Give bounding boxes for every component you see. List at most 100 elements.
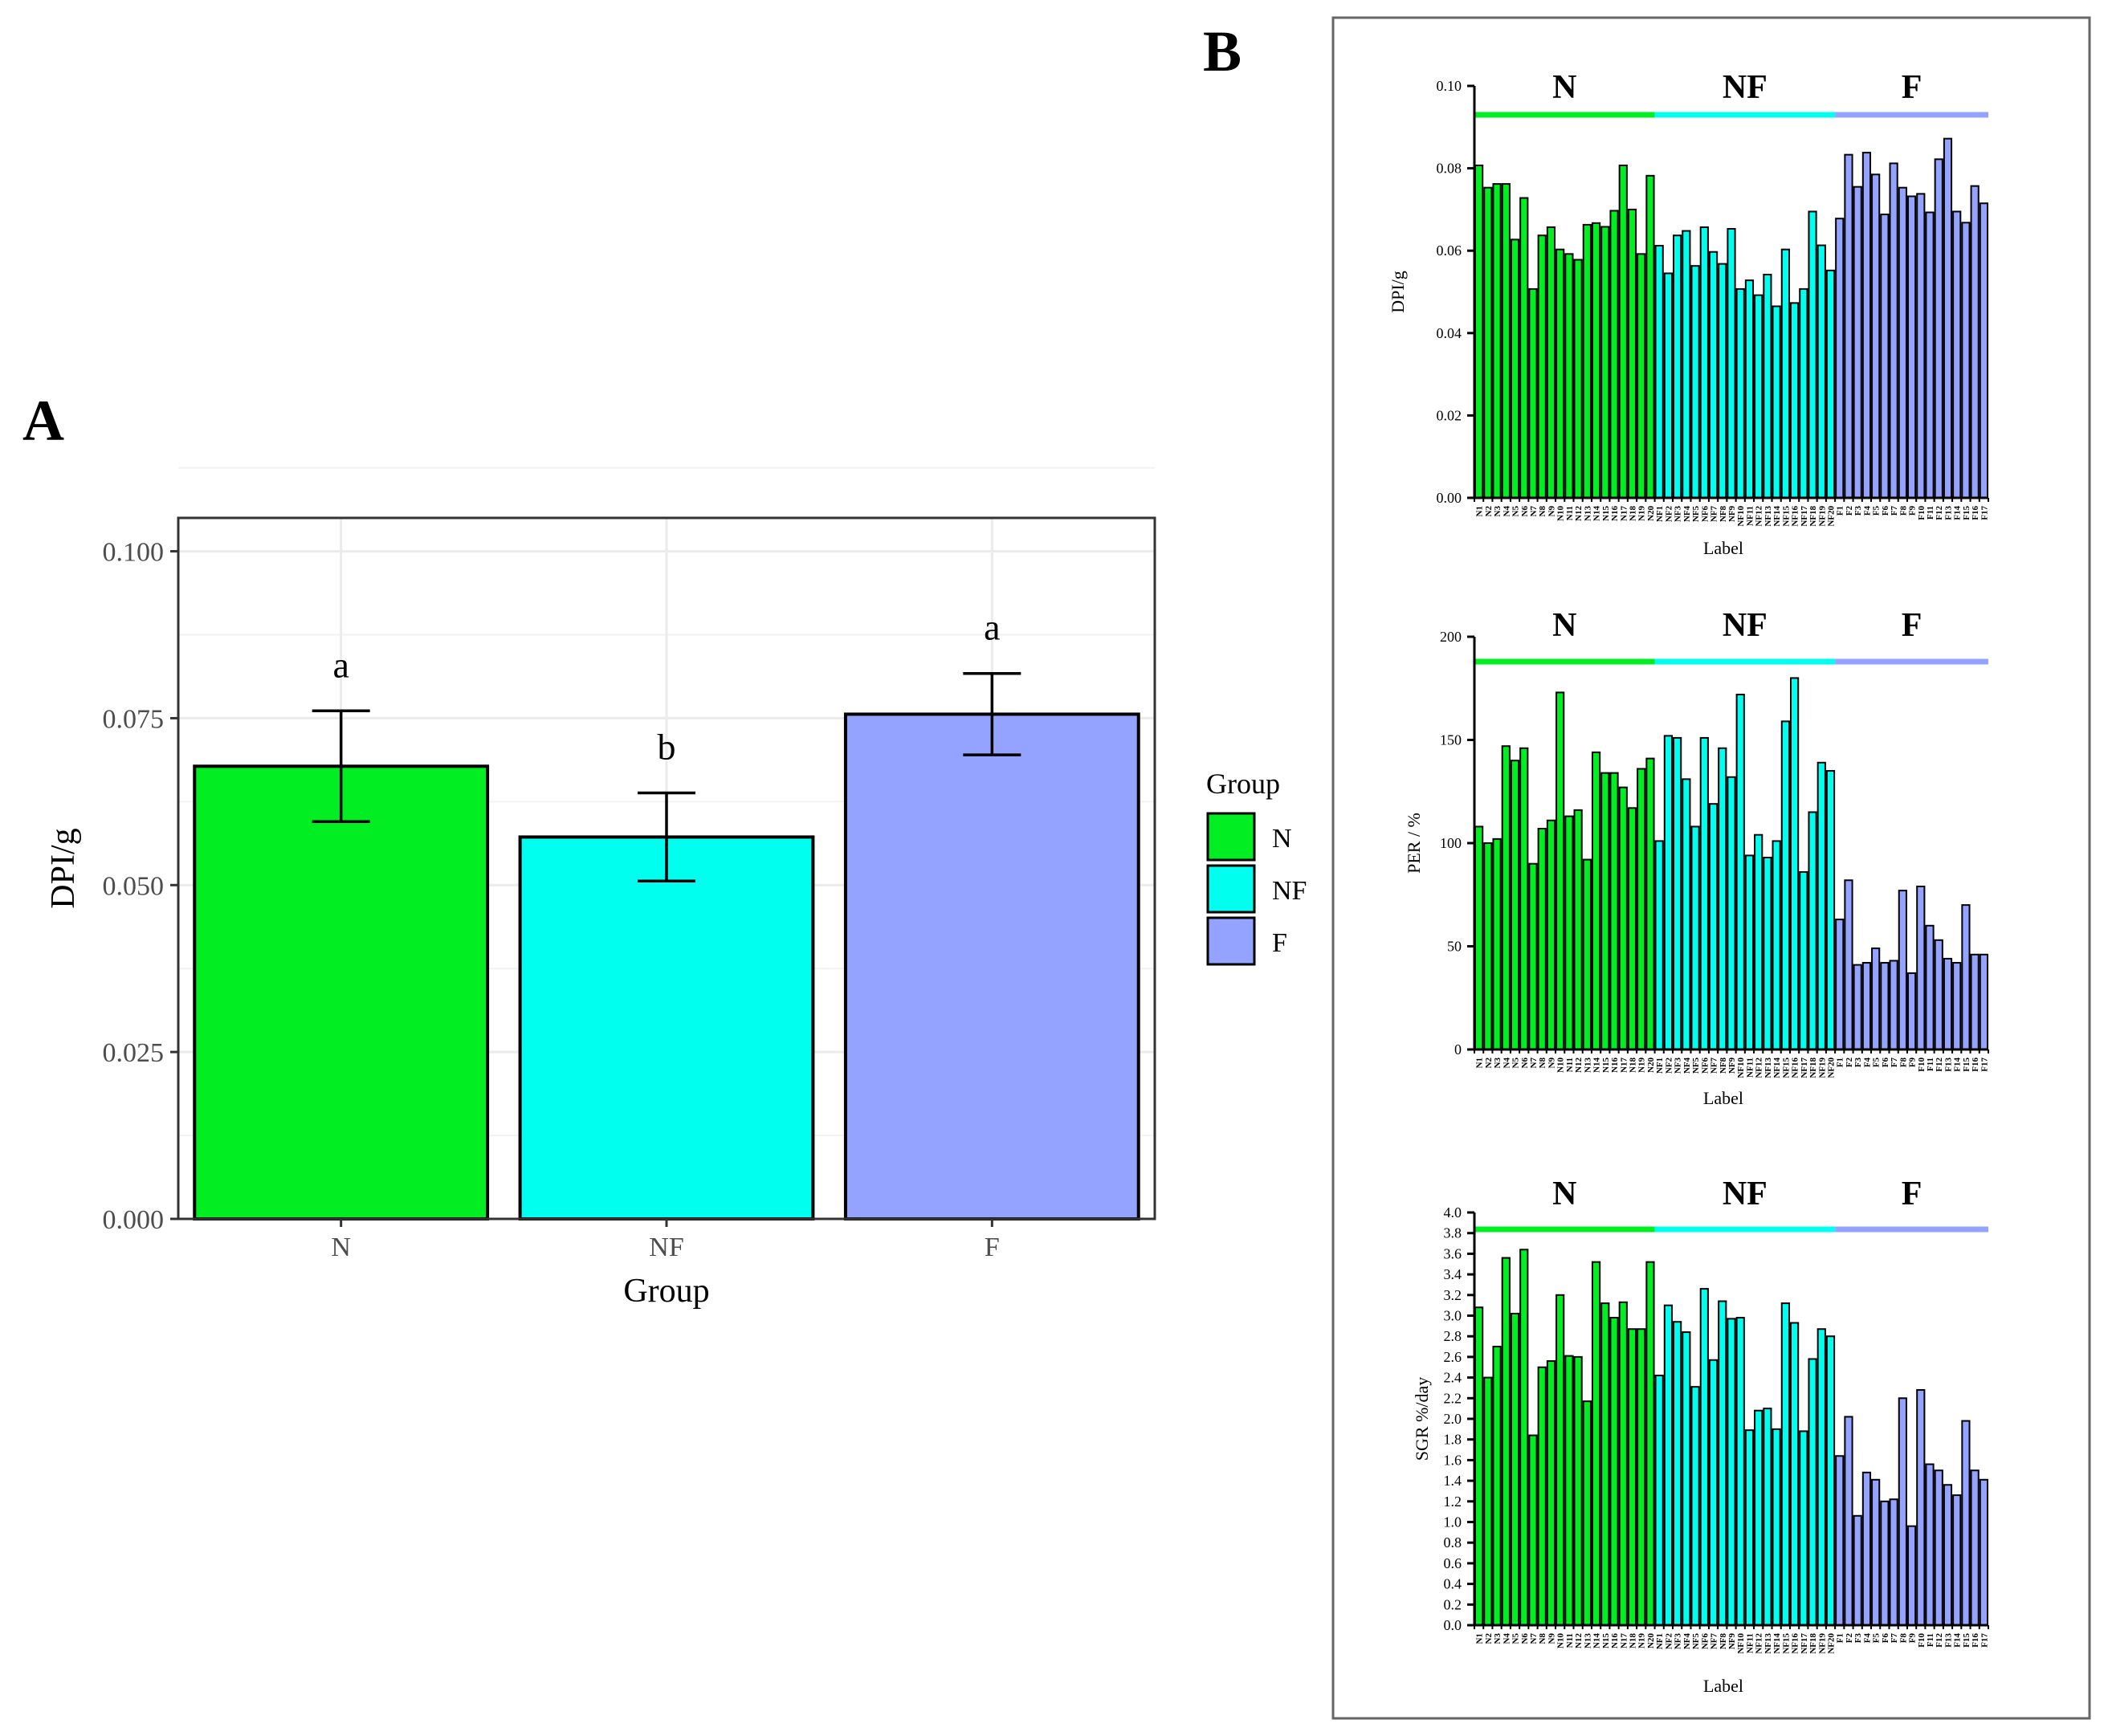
x-tick-label: F13 xyxy=(1943,506,1953,520)
x-tick-label: N2 xyxy=(1484,1057,1494,1069)
bar-n18 xyxy=(1627,1328,1637,1626)
x-tick-label: NF6 xyxy=(1700,506,1710,523)
x-tick-label: N6 xyxy=(1520,1633,1530,1644)
x-tick-label: NF3 xyxy=(1674,1057,1683,1074)
bar-n4 xyxy=(1501,745,1511,1051)
bar-n14 xyxy=(1591,751,1601,1050)
bar-n13 xyxy=(1582,223,1592,499)
y-tick-label: 0.08 xyxy=(1437,161,1462,177)
group-header: NF xyxy=(1723,607,1768,644)
bar-n11 xyxy=(1564,1355,1574,1626)
subchart-b1: N1 N2 N3 N4 N5 N6 N7 N8 N9 N10 N11 N12 N13 N14 N15 N16 N… xyxy=(1388,69,1989,558)
bar-f5 xyxy=(1871,947,1881,1050)
bar-nf15 xyxy=(1780,720,1790,1050)
x-tick-label: NF5 xyxy=(1691,1057,1701,1074)
y-tick-label: 0.02 xyxy=(1437,407,1462,423)
bar-n12 xyxy=(1573,259,1583,499)
bar-n13 xyxy=(1582,1400,1592,1627)
bar-f12 xyxy=(1934,158,1943,499)
bar-f3 xyxy=(1853,964,1862,1051)
bar-nf6 xyxy=(1699,736,1709,1050)
bar-n20 xyxy=(1645,1261,1655,1627)
bar-f16 xyxy=(1970,1469,1980,1626)
y-tick-label: 0.100 xyxy=(103,538,165,568)
bar-n10 xyxy=(1556,1294,1565,1627)
x-tick-label: NF9 xyxy=(1727,1057,1737,1074)
x-tick-label: N2 xyxy=(1484,1633,1494,1644)
bar-n19 xyxy=(1637,1328,1646,1626)
y-tick-label: 1.6 xyxy=(1444,1452,1462,1468)
bar-n14 xyxy=(1591,222,1601,499)
y-tick-label: 150 xyxy=(1440,732,1462,748)
x-axis-title: Label xyxy=(1703,1088,1743,1108)
x-tick-label: N9 xyxy=(1547,506,1556,517)
y-axis-title: PER / % xyxy=(1404,813,1424,874)
x-tick-label: F5 xyxy=(1872,1633,1882,1644)
bar-f4 xyxy=(1861,152,1872,499)
x-tick-label: NF4 xyxy=(1682,1057,1692,1074)
x-tick-label: F11 xyxy=(1926,1633,1935,1647)
x-tick-label: NF15 xyxy=(1781,1633,1791,1654)
y-tick-label: 0.06 xyxy=(1437,242,1462,259)
bar-nf3 xyxy=(1673,234,1682,499)
x-tick-label: F6 xyxy=(1881,1633,1890,1644)
x-tick-label: NF16 xyxy=(1791,1057,1800,1078)
x-tick-label: F7 xyxy=(1890,506,1899,516)
x-tick-label: N20 xyxy=(1646,1633,1656,1648)
bar-nf18 xyxy=(1808,210,1817,499)
x-tick-label: F13 xyxy=(1943,1057,1953,1072)
y-tick-label: 2.8 xyxy=(1444,1328,1462,1344)
x-tick-label: F4 xyxy=(1862,1057,1872,1068)
x-tick-label: F3 xyxy=(1853,1633,1863,1644)
bar-f15 xyxy=(1961,1420,1971,1626)
bar-nf13 xyxy=(1763,856,1772,1050)
y-tick-label: 0.2 xyxy=(1444,1596,1462,1612)
legend-swatch-n xyxy=(1206,812,1256,862)
bar-f6 xyxy=(1880,962,1890,1051)
bar-f12 xyxy=(1934,939,1943,1051)
significance-letter: a xyxy=(984,607,1000,648)
panel-label-b: B xyxy=(1203,19,1242,84)
x-tick-label: NF11 xyxy=(1745,1057,1755,1078)
bar-nf1 xyxy=(1654,1375,1664,1627)
bar-nf1 xyxy=(1654,245,1664,499)
bar-f14 xyxy=(1952,962,1962,1051)
bar-f8 xyxy=(1898,890,1907,1050)
x-tick-label: N11 xyxy=(1565,1057,1575,1072)
bar-nf9 xyxy=(1727,776,1736,1050)
x-tick-label: NF10 xyxy=(1736,1633,1746,1654)
bar-nf5 xyxy=(1690,1386,1700,1627)
bar-nf7 xyxy=(1708,803,1719,1050)
x-tick-label: F17 xyxy=(1980,506,1989,520)
x-tick-label: F11 xyxy=(1926,506,1935,520)
x-tick-label: NF1 xyxy=(1655,1057,1665,1074)
legend-label: NF xyxy=(1272,876,1307,906)
x-tick-label: F6 xyxy=(1881,506,1890,516)
y-tick-label: 0.6 xyxy=(1444,1555,1462,1571)
bar-n8 xyxy=(1537,828,1547,1050)
bar-nf20 xyxy=(1825,269,1836,499)
bar-f7 xyxy=(1889,162,1898,499)
x-tick-label: NF6 xyxy=(1700,1057,1710,1074)
bar-n17 xyxy=(1618,1301,1628,1627)
y-tick-label: 0.050 xyxy=(103,871,165,901)
bar-f7 xyxy=(1889,1498,1898,1626)
bar-n15 xyxy=(1600,1302,1610,1626)
bar-f10 xyxy=(1916,1389,1926,1627)
bar-n6 xyxy=(1519,1249,1529,1626)
bar-n11 xyxy=(1564,253,1574,499)
x-tick-label: N15 xyxy=(1601,506,1611,521)
bar-nf10 xyxy=(1735,1317,1745,1626)
bar-nf5 xyxy=(1690,265,1700,499)
x-tick-label: F2 xyxy=(1845,506,1854,516)
x-tick-label: N18 xyxy=(1628,506,1637,521)
bar-n5 xyxy=(1510,238,1520,499)
bar-nf1 xyxy=(1654,840,1664,1051)
x-tick-label: N9 xyxy=(1547,1633,1556,1644)
y-tick-label: 2.0 xyxy=(1444,1411,1462,1427)
x-tick-label: NF4 xyxy=(1682,1633,1692,1650)
x-tick-label: N7 xyxy=(1529,1057,1539,1069)
group-header: NF xyxy=(1723,1176,1768,1212)
bar-f2 xyxy=(1844,1416,1853,1627)
y-tick-label: 2.2 xyxy=(1444,1390,1462,1406)
